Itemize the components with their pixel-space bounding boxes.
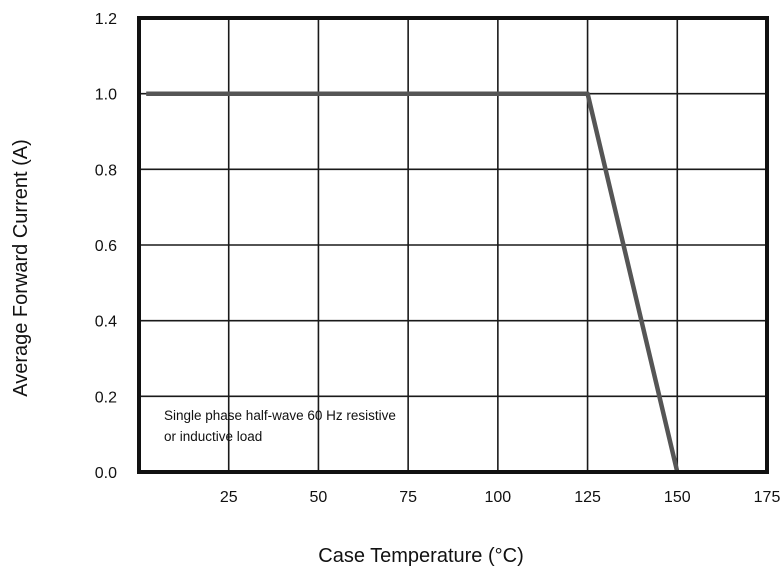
plot-frame — [137, 16, 769, 474]
y-tick-label: 1.2 — [95, 11, 117, 28]
y-tick-label: 0.6 — [95, 238, 117, 255]
annotation-line-1: Single phase half-wave 60 Hz resistive — [164, 408, 396, 423]
grid-lines — [139, 18, 767, 472]
y-tick-label: 1.0 — [95, 87, 117, 104]
x-tick-label: 125 — [574, 489, 601, 506]
x-tick-label: 75 — [399, 489, 417, 506]
y-tick-labels: 0.0 0.2 0.4 0.6 0.8 1.0 1.2 — [95, 11, 117, 482]
x-tick-label: 100 — [485, 489, 512, 506]
chart-annotation: Single phase half-wave 60 Hz resistive o… — [164, 408, 396, 444]
y-tick-label: 0.0 — [95, 465, 117, 482]
x-tick-label: 50 — [310, 489, 328, 506]
y-tick-label: 0.8 — [95, 162, 117, 179]
annotation-line-2: or inductive load — [164, 429, 262, 444]
y-tick-label: 0.4 — [95, 314, 117, 331]
y-axis-title: Average Forward Current (A) — [10, 139, 32, 397]
series-layer — [146, 91, 680, 473]
y-tick-label: 0.2 — [95, 389, 117, 406]
series-line — [146, 91, 680, 473]
x-tick-label: 150 — [664, 489, 691, 506]
x-tick-label: 175 — [754, 489, 781, 506]
x-tick-label: 25 — [220, 489, 238, 506]
x-axis-title: Case Temperature (°C) — [318, 545, 523, 567]
x-tick-labels: 25 50 75 100 125 150 175 — [220, 489, 781, 506]
